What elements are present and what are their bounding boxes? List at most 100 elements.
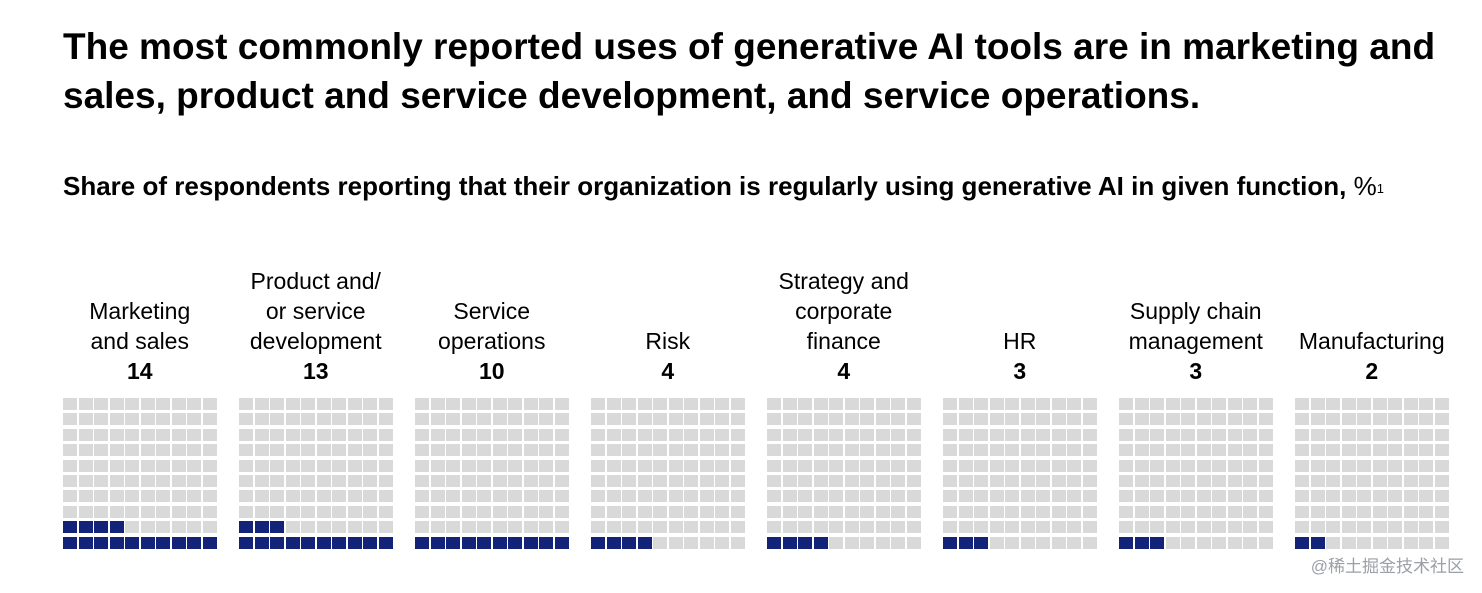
waffle-cell-empty: [461, 444, 476, 457]
waffle-cell-empty: [554, 490, 569, 503]
waffle-cell-empty: [492, 428, 507, 441]
waffle-cell-empty: [94, 398, 108, 410]
waffle-cell-empty: [140, 398, 155, 410]
waffle-cell-empty: [363, 490, 377, 503]
waffle-cell-empty: [958, 490, 973, 503]
waffle-cell-empty: [539, 444, 553, 457]
waffle-cell-filled: [301, 536, 315, 549]
waffle-cell-filled: [430, 536, 445, 549]
waffle-cell-empty: [492, 444, 507, 457]
waffle-cell-empty: [906, 505, 921, 518]
waffle-cell-empty: [187, 428, 201, 441]
waffle-cell-empty: [508, 444, 522, 457]
waffle-cell-empty: [1212, 475, 1226, 487]
waffle-cell-empty: [1295, 398, 1309, 410]
waffle-cell-empty: [906, 521, 921, 534]
waffle-cell-empty: [187, 490, 201, 503]
waffle-cell-empty: [1295, 444, 1309, 457]
waffle-cell-empty: [606, 398, 621, 410]
waffle-cell-empty: [637, 413, 652, 426]
waffle-cell-filled: [285, 536, 300, 549]
waffle-cell-empty: [523, 459, 538, 472]
waffle-cell-filled: [316, 536, 331, 549]
waffle-cell-empty: [285, 475, 300, 487]
waffle-cell-empty: [363, 413, 377, 426]
waffle-cell-empty: [187, 413, 201, 426]
waffle-cell-empty: [668, 521, 683, 534]
waffle-cell-empty: [668, 505, 683, 518]
waffle-cell-empty: [622, 398, 636, 410]
waffle-cell-empty: [285, 428, 300, 441]
waffle-cell-empty: [958, 459, 973, 472]
waffle-cell-empty: [1310, 475, 1325, 487]
waffle-cell-empty: [1258, 398, 1273, 410]
waffle-cell-empty: [730, 398, 745, 410]
waffle-cell-empty: [1419, 505, 1433, 518]
category-label: Manufacturing: [1298, 328, 1445, 354]
waffle-cell-filled: [539, 536, 553, 549]
waffle-cell-empty: [1372, 521, 1387, 534]
waffle-cell-empty: [187, 398, 201, 410]
waffle-cell-empty: [1243, 490, 1257, 503]
waffle-cell-filled: [1150, 536, 1164, 549]
waffle-cell-empty: [1326, 444, 1340, 457]
waffle-cell-empty: [875, 459, 890, 472]
waffle-cell-empty: [347, 398, 362, 410]
waffle-cell-empty: [1434, 536, 1449, 549]
waffle-cell-empty: [1227, 398, 1242, 410]
waffle-cell-empty: [1419, 444, 1433, 457]
waffle-cell-empty: [1372, 413, 1387, 426]
waffle-cell-empty: [1310, 505, 1325, 518]
waffle-cell-empty: [1295, 459, 1309, 472]
subtitle-text: Share of respondents reporting that thei…: [63, 171, 1347, 201]
waffle-cell-empty: [1134, 521, 1149, 534]
waffle-cell-empty: [989, 490, 1004, 503]
waffle-cell-empty: [378, 459, 393, 472]
waffle-cell-empty: [1295, 475, 1309, 487]
waffle-cell-empty: [699, 536, 714, 549]
waffle-cell-filled: [202, 536, 217, 549]
waffle-cell-empty: [94, 490, 108, 503]
waffle-cell-empty: [730, 521, 745, 534]
waffle-cell-empty: [730, 475, 745, 487]
waffle-cell-empty: [301, 459, 315, 472]
waffle-cell-empty: [1196, 428, 1211, 441]
waffle-cell-empty: [906, 398, 921, 410]
waffle-cell-empty: [875, 444, 890, 457]
waffle-cell-empty: [637, 521, 652, 534]
waffle-cell-empty: [156, 505, 170, 518]
waffle-cell-empty: [363, 459, 377, 472]
waffle-cell-empty: [1134, 398, 1149, 410]
waffle-cell-empty: [730, 413, 745, 426]
waffle-cell-empty: [109, 475, 124, 487]
waffle-cell-filled: [492, 536, 507, 549]
waffle-cell-empty: [508, 505, 522, 518]
waffle-cell-empty: [1341, 444, 1356, 457]
waffle-cell-empty: [989, 428, 1004, 441]
waffle-cell-empty: [125, 490, 139, 503]
waffle-cell-empty: [301, 505, 315, 518]
waffle-cell-empty: [1165, 490, 1180, 503]
waffle-cell-empty: [875, 398, 890, 410]
waffle-cell-empty: [829, 521, 843, 534]
waffle-cell-empty: [1020, 536, 1035, 549]
waffle-cell-empty: [539, 521, 553, 534]
waffle-cell-empty: [730, 459, 745, 472]
waffle-cell-empty: [844, 475, 859, 487]
subtitle-unit: %: [1353, 171, 1377, 201]
waffle-cell-empty: [202, 459, 217, 472]
waffle-cell-empty: [1310, 521, 1325, 534]
waffle-cell-empty: [1419, 475, 1433, 487]
waffle-cell-empty: [270, 444, 284, 457]
waffle-cell-filled: [591, 536, 605, 549]
waffle-cell-empty: [202, 505, 217, 518]
waffle-cell-empty: [508, 428, 522, 441]
waffle-cell-empty: [591, 505, 605, 518]
waffle-cell-empty: [974, 444, 988, 457]
waffle-cell-empty: [125, 413, 139, 426]
waffle-cell-empty: [554, 444, 569, 457]
waffle-cell-empty: [109, 490, 124, 503]
waffle-cell-empty: [958, 505, 973, 518]
waffle-cell-empty: [140, 490, 155, 503]
waffle-cell-empty: [844, 398, 859, 410]
